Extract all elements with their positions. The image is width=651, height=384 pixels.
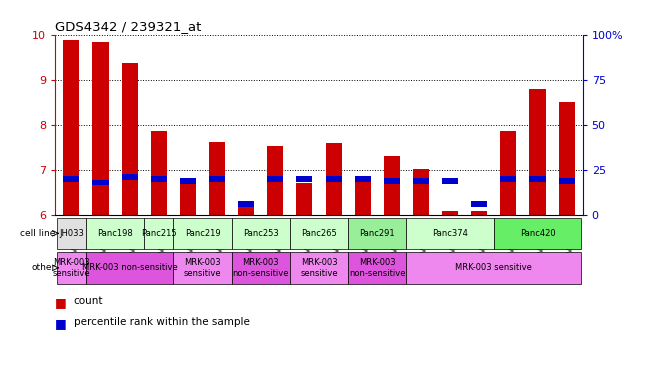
Bar — [355, 177, 370, 215]
Text: ■: ■ — [55, 296, 67, 309]
Bar — [471, 212, 487, 215]
Bar — [144, 218, 173, 249]
Bar — [92, 42, 109, 215]
Text: MRK-003
sensitive: MRK-003 sensitive — [300, 258, 338, 278]
Bar — [122, 174, 137, 180]
Text: cell line: cell line — [20, 229, 55, 238]
Bar — [355, 176, 370, 182]
Bar — [209, 176, 225, 182]
Bar — [442, 178, 458, 184]
Text: percentile rank within the sample: percentile rank within the sample — [74, 317, 249, 327]
Bar — [180, 178, 196, 184]
Bar — [494, 218, 581, 249]
Bar — [290, 252, 348, 283]
Bar — [501, 176, 516, 182]
Bar — [86, 218, 144, 249]
Bar — [63, 176, 79, 182]
Text: GDS4342 / 239321_at: GDS4342 / 239321_at — [55, 20, 202, 33]
Text: Panc374: Panc374 — [432, 229, 468, 238]
Bar — [180, 180, 196, 215]
Bar — [238, 201, 254, 207]
Bar — [348, 218, 406, 249]
Bar — [63, 40, 79, 215]
Text: Panc420: Panc420 — [519, 229, 555, 238]
Text: other: other — [31, 263, 55, 272]
Bar — [86, 252, 173, 283]
Bar — [290, 218, 348, 249]
Bar — [559, 178, 575, 184]
Bar — [296, 182, 312, 215]
Text: Panc215: Panc215 — [141, 229, 176, 238]
Bar — [413, 169, 429, 215]
Bar — [238, 205, 254, 215]
Bar — [122, 63, 137, 215]
Bar — [151, 176, 167, 182]
Bar — [268, 176, 283, 182]
Bar — [57, 252, 86, 283]
Bar — [406, 218, 494, 249]
Text: ■: ■ — [55, 317, 67, 330]
Bar — [348, 252, 406, 283]
Text: MRK-003
non-sensitive: MRK-003 non-sensitive — [232, 258, 289, 278]
Bar — [173, 218, 232, 249]
Bar — [232, 218, 290, 249]
Bar — [151, 131, 167, 215]
Text: JH033: JH033 — [59, 229, 84, 238]
Text: Panc219: Panc219 — [185, 229, 220, 238]
Text: MRK-003 non-sensitive: MRK-003 non-sensitive — [82, 263, 178, 272]
Text: MRK-003 sensitive: MRK-003 sensitive — [455, 263, 533, 272]
Bar — [268, 146, 283, 215]
Bar — [296, 176, 312, 182]
Text: Panc253: Panc253 — [243, 229, 279, 238]
Bar — [471, 201, 487, 207]
Bar — [559, 102, 575, 215]
Bar — [384, 156, 400, 215]
Bar — [57, 218, 86, 249]
Bar — [413, 178, 429, 184]
Text: MRK-003
sensitive: MRK-003 sensitive — [53, 258, 90, 278]
Text: MRK-003
sensitive: MRK-003 sensitive — [184, 258, 221, 278]
Bar — [173, 252, 232, 283]
Bar — [529, 89, 546, 215]
Bar — [442, 212, 458, 215]
Bar — [501, 131, 516, 215]
Text: Panc198: Panc198 — [97, 229, 133, 238]
Text: Panc265: Panc265 — [301, 229, 337, 238]
Bar — [92, 180, 109, 185]
Bar — [384, 178, 400, 184]
Text: count: count — [74, 296, 103, 306]
Text: MRK-003
non-sensitive: MRK-003 non-sensitive — [349, 258, 406, 278]
Bar — [326, 143, 342, 215]
Bar — [209, 142, 225, 215]
Bar — [529, 176, 546, 182]
Bar — [326, 176, 342, 182]
Bar — [406, 252, 581, 283]
Bar — [232, 252, 290, 283]
Text: Panc291: Panc291 — [359, 229, 395, 238]
